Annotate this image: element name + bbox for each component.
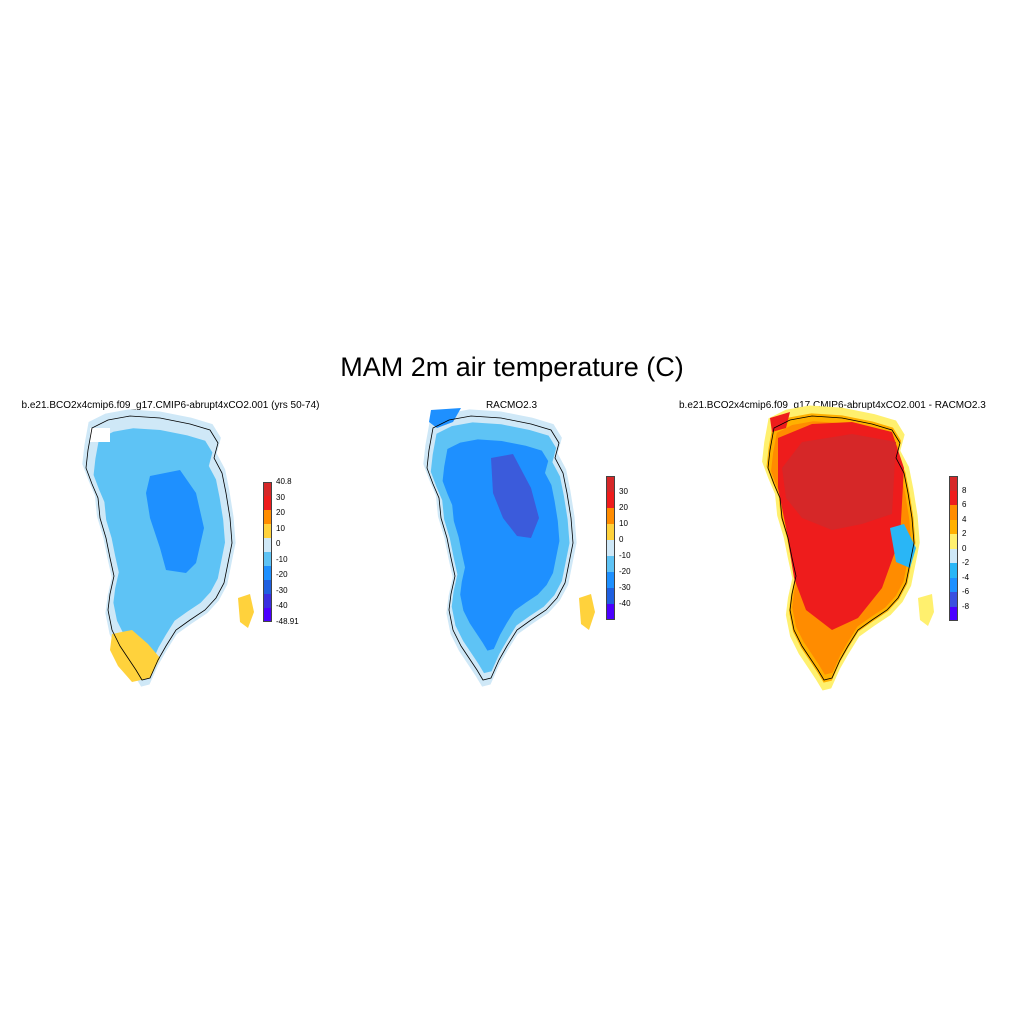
field-warm-island [579, 594, 595, 630]
colorbar-label: -30 [619, 583, 631, 592]
colorbar-swatch [263, 496, 272, 510]
colorbar-label: -20 [276, 570, 288, 580]
colorbar-swatch [606, 476, 615, 492]
field-edge-island [918, 594, 934, 626]
field-warm-island [238, 594, 254, 628]
colorbar-swatch [263, 552, 272, 566]
field-gap [90, 428, 110, 442]
colorbar-label: 20 [619, 503, 628, 512]
panel-model: b.e21.BCO2x4cmip6.f09_g17.CMIP6-abrupt4x… [0, 398, 341, 698]
colorbar-difference: 8 6 4 2 0 -2 -4 -6 -8 [949, 476, 998, 621]
field-cool-east [890, 524, 916, 568]
map-difference [762, 405, 934, 691]
colorbar-label: 20 [276, 508, 285, 518]
colorbar-model: 40.8 30 20 10 0 -10 -20 -30 -40 -48.91 [263, 477, 312, 626]
colorbar-label: 10 [276, 523, 285, 533]
field-north-corner [770, 412, 790, 432]
colorbar-label: 0 [276, 539, 281, 549]
main-title: MAM 2m air temperature (C) [340, 352, 684, 382]
colorbar-swatch [606, 540, 615, 556]
colorbar-swatch [606, 572, 615, 588]
field-cold-core [146, 470, 204, 573]
colorbar-swatch [949, 548, 958, 563]
colorbar-label: -20 [619, 567, 631, 576]
panel-title-model: b.e21.BCO2x4cmip6.f09_g17.CMIP6-abrupt4x… [21, 400, 320, 411]
coastline [85, 415, 233, 681]
colorbar-swatch [949, 534, 958, 549]
coastline [426, 415, 574, 681]
colorbar-swatch [263, 482, 272, 496]
colorbar-swatch [263, 524, 272, 538]
colorbar-label: -4 [962, 572, 970, 582]
field-cold-core [491, 454, 539, 538]
colorbar-label: 0 [962, 543, 967, 553]
colorbar-swatch [949, 519, 958, 534]
colorbar-swatch [606, 524, 615, 540]
colorbar-frame [606, 476, 615, 620]
colorbar-label: 2 [962, 529, 967, 538]
colorbar-swatch [263, 580, 272, 594]
colorbar-racmo: 30 20 10 0 -10 -20 -30 -40 [606, 476, 655, 620]
map-model [82, 409, 254, 687]
map-racmo [423, 408, 595, 687]
colorbar-swatch [606, 492, 615, 508]
colorbar-swatch [263, 608, 272, 622]
colorbar-swatch [949, 505, 958, 520]
colorbar-label: -8 [962, 601, 970, 611]
field-north-corner [429, 408, 461, 428]
colorbar-swatch [263, 510, 272, 524]
colorbar-label: 6 [962, 500, 967, 509]
colorbar-label: -40 [276, 601, 288, 611]
colorbar-label: 8 [962, 485, 967, 495]
colorbar-label: -48.91 [276, 617, 299, 626]
panel-racmo: RACMO2.3 30 20 10 0 -10 -20 -30 -40 [341, 398, 682, 698]
colorbar-label: -10 [276, 554, 288, 564]
colorbar-swatch [606, 588, 615, 604]
colorbar-swatch [949, 563, 958, 578]
colorbar-swatch [949, 606, 958, 621]
colorbar-swatch [263, 538, 272, 552]
panel-title-difference: b.e21.BCO2x4cmip6.f09_g17.CMIP6-abrupt4x… [679, 400, 986, 411]
colorbar-label: 4 [962, 514, 967, 524]
field-warm-south [110, 630, 160, 682]
colorbar-label: -40 [619, 599, 631, 608]
colorbar-label: -30 [276, 585, 288, 595]
colorbar-swatch [606, 508, 615, 524]
coastline [767, 415, 915, 681]
colorbar-swatch [949, 490, 958, 505]
colorbar-label: 30 [276, 492, 285, 502]
colorbar-swatch [263, 594, 272, 608]
panel-title-racmo: RACMO2.3 [485, 400, 538, 411]
panel-difference: b.e21.BCO2x4cmip6.f09_g17.CMIP6-abrupt4x… [679, 398, 1023, 698]
colorbar-swatch [263, 566, 272, 580]
colorbar-frame [263, 482, 272, 622]
colorbar-frame [949, 476, 958, 621]
colorbar-label: 10 [619, 519, 628, 528]
colorbar-label: -6 [962, 587, 970, 596]
colorbar-swatch [949, 476, 958, 491]
colorbar-swatch [606, 604, 615, 620]
colorbar-swatch [949, 577, 958, 592]
colorbar-label: 30 [619, 487, 628, 496]
colorbar-swatch [949, 592, 958, 607]
field-core [782, 434, 896, 530]
colorbar-label: -10 [619, 551, 631, 560]
colorbar-swatch [606, 556, 615, 572]
colorbar-label: -2 [962, 558, 970, 567]
colorbar-label: 0 [619, 535, 624, 544]
colorbar-label: 40.8 [276, 477, 292, 486]
